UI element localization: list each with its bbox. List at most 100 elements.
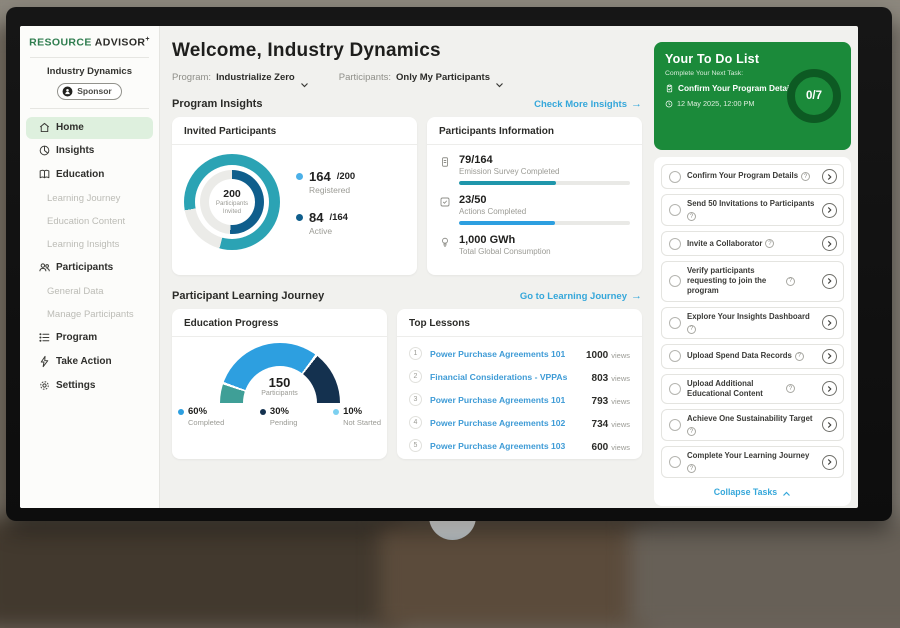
legend-dot — [296, 213, 303, 221]
chevron-right-icon[interactable] — [822, 417, 837, 433]
sidebar-item-home[interactable]: Home — [26, 116, 153, 139]
chevron-right-icon[interactable] — [822, 169, 837, 184]
sidebar-item-program[interactable]: Program — [20, 326, 159, 350]
task-checkbox[interactable] — [669, 316, 681, 329]
task-checkbox[interactable] — [669, 382, 681, 395]
sidebar-item-label: Participants — [56, 262, 114, 273]
sidebar-item-participants[interactable]: Participants — [20, 256, 159, 280]
gauge-legend: 60% Completed 30% Pending 10% Not Starte… — [172, 406, 387, 427]
help-icon[interactable]: ? — [786, 384, 795, 394]
participants-select[interactable]: Participants: Only My Participants — [339, 72, 504, 87]
lesson-link[interactable]: Power Purchase Agreements 101 — [430, 394, 566, 405]
lesson-link[interactable]: Power Purchase Agreements 102 — [430, 417, 566, 428]
chevron-right-icon[interactable] — [822, 381, 837, 397]
insights-icon — [38, 144, 51, 157]
backdrop-desk-right — [630, 518, 900, 628]
insights-cards-row: Invited Participants 200 Participants In… — [172, 117, 642, 275]
task-explore-insights[interactable]: Explore Your Insights Dashboard? — [661, 306, 844, 339]
lesson-views: 1000 — [585, 349, 609, 361]
clock-icon — [665, 100, 673, 108]
list-icon — [38, 331, 51, 344]
chevron-right-icon[interactable] — [822, 202, 837, 218]
help-icon[interactable]: ? — [687, 427, 696, 436]
sidebar-item-manage-participants[interactable]: Manage Participants — [47, 308, 134, 320]
sponsor-badge[interactable]: Sponsor — [57, 82, 122, 100]
stat-label: Emission Survey Completed — [459, 167, 560, 176]
task-checkbox[interactable] — [669, 170, 681, 183]
sidebar-item-label: Program — [56, 332, 98, 343]
sidebar-item-take-action[interactable]: Take Action — [20, 350, 159, 374]
sidebar-item-learning-journey[interactable]: Learning Journey — [47, 192, 121, 204]
task-invite-collaborator[interactable]: Invite a Collaborator? — [661, 231, 844, 257]
legend-value: 10% — [343, 406, 363, 417]
help-icon[interactable]: ? — [801, 172, 811, 181]
sidebar-item-settings[interactable]: Settings — [20, 374, 159, 398]
sidebar-item-education-content[interactable]: Education Content — [47, 215, 126, 227]
help-icon[interactable]: ? — [794, 351, 804, 361]
lesson-rank: 2 — [409, 370, 422, 383]
views-suffix: views — [611, 419, 630, 429]
help-icon[interactable]: ? — [687, 212, 696, 222]
task-checkbox[interactable] — [669, 204, 681, 217]
sidebar-item-insights[interactable]: Insights — [20, 139, 159, 163]
task-send-invitations[interactable]: Send 50 Invitations to Participants? — [661, 194, 844, 227]
task-checkbox[interactable] — [669, 275, 681, 288]
collapse-tasks-link[interactable]: Collapse Tasks — [661, 483, 844, 503]
program-select[interactable]: Program: Industrialize Zero — [172, 72, 309, 87]
task-confirm-program-details[interactable]: Confirm Your Program Details? — [661, 164, 844, 189]
chevron-right-icon[interactable] — [822, 236, 837, 252]
help-icon[interactable]: ? — [687, 464, 696, 474]
help-icon[interactable]: ? — [687, 324, 696, 334]
task-upload-educational-content[interactable]: Upload Additional Educational Content? — [661, 373, 844, 404]
task-upload-spend-data[interactable]: Upload Spend Data Records? — [661, 343, 844, 369]
help-icon[interactable]: ? — [765, 239, 775, 249]
sidebar-item-label: Take Action — [56, 356, 112, 367]
actions-icon — [439, 196, 451, 208]
sidebar-nav: Home Insights Education Learning Journey… — [20, 116, 159, 398]
donut-legend: 164/200 Registered 84/164 Active — [296, 169, 355, 236]
chevron-right-icon[interactable] — [822, 273, 837, 289]
task-achieve-sustainability-target[interactable]: Achieve One Sustainability Target? — [661, 408, 844, 441]
sidebar-item-education[interactable]: Education — [20, 163, 159, 187]
legend-dot — [333, 408, 340, 415]
lesson-link[interactable]: Power Purchase Agreements 103 — [430, 440, 566, 451]
gauge-label: Participants — [261, 390, 298, 397]
sidebar-item-general-data[interactable]: General Data — [47, 285, 104, 297]
todo-progress-ring: 0/7 — [787, 69, 841, 123]
arrow-right-icon: → — [631, 290, 642, 302]
chevron-right-icon[interactable] — [822, 348, 837, 364]
program-insights-heading: Program Insights — [172, 98, 263, 110]
help-icon[interactable]: ? — [786, 276, 795, 286]
chevron-right-icon[interactable] — [822, 454, 837, 470]
chevron-right-icon[interactable] — [822, 315, 837, 331]
task-label: Explore Your Insights Dashboard — [687, 311, 810, 321]
lesson-row: 5 Power Purchase Agreements 103 600 views — [409, 434, 630, 457]
page-title: Welcome, Industry Dynamics — [172, 40, 441, 61]
task-label: Complete Your Learning Journey — [687, 451, 810, 460]
lesson-link[interactable]: Financial Considerations - VPPAs — [430, 371, 568, 382]
program-label: Program: — [172, 72, 212, 83]
legend-registered: 164/200 Registered — [296, 169, 355, 195]
task-checkbox[interactable] — [669, 456, 681, 469]
donut-center: 200 Participants Invited — [209, 179, 255, 225]
donut-center-label: Invited — [222, 208, 242, 215]
task-checkbox[interactable] — [669, 237, 681, 250]
clipboard-check-icon — [665, 84, 674, 93]
legend-completed: 60% Completed — [178, 406, 224, 427]
task-verify-participants[interactable]: Verify participants requesting to join t… — [661, 261, 844, 302]
task-label: Confirm Your Program Details — [687, 171, 799, 181]
stat-total-consumption: 1,000 GWh Total Global Consumption — [439, 234, 630, 256]
task-checkbox[interactable] — [669, 418, 681, 431]
collapse-label: Collapse Tasks — [713, 487, 778, 498]
chevron-down-icon — [495, 75, 504, 87]
task-checkbox[interactable] — [669, 350, 681, 363]
bulb-icon — [439, 236, 451, 248]
stat-value: 1,000 GWh — [459, 234, 516, 246]
task-complete-learning-journey[interactable]: Complete Your Learning Journey? — [661, 446, 844, 479]
gear-icon — [38, 379, 51, 392]
sidebar-item-learning-insights[interactable]: Learning Insights — [47, 238, 120, 250]
lesson-link[interactable]: Power Purchase Agreements 101 — [430, 348, 566, 359]
task-label: Invite a Collaborator — [687, 238, 763, 248]
go-to-learning-journey-link[interactable]: Go to Learning Journey → — [520, 290, 642, 302]
check-more-insights-link[interactable]: Check More Insights → — [534, 98, 642, 110]
